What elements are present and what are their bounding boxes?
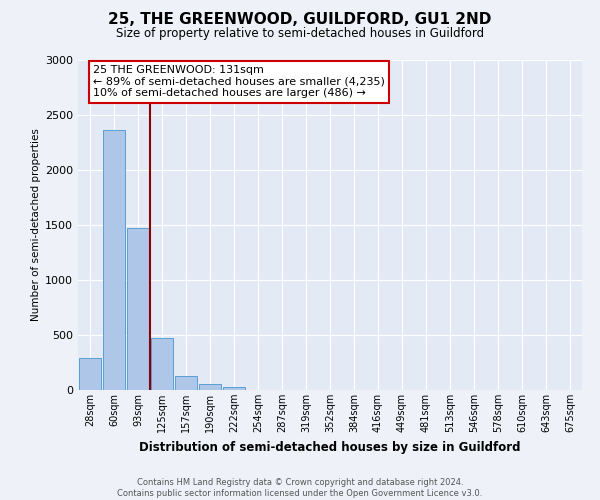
- X-axis label: Distribution of semi-detached houses by size in Guildford: Distribution of semi-detached houses by …: [139, 440, 521, 454]
- Text: 25 THE GREENWOOD: 131sqm
← 89% of semi-detached houses are smaller (4,235)
10% o: 25 THE GREENWOOD: 131sqm ← 89% of semi-d…: [93, 65, 385, 98]
- Y-axis label: Number of semi-detached properties: Number of semi-detached properties: [31, 128, 41, 322]
- Bar: [199, 384, 221, 390]
- Text: 25, THE GREENWOOD, GUILDFORD, GU1 2ND: 25, THE GREENWOOD, GUILDFORD, GU1 2ND: [109, 12, 491, 28]
- Bar: [223, 386, 245, 390]
- Bar: [79, 358, 101, 390]
- Bar: [151, 338, 173, 390]
- Bar: [127, 228, 149, 390]
- Bar: [103, 130, 125, 390]
- Text: Contains HM Land Registry data © Crown copyright and database right 2024.
Contai: Contains HM Land Registry data © Crown c…: [118, 478, 482, 498]
- Text: Size of property relative to semi-detached houses in Guildford: Size of property relative to semi-detach…: [116, 28, 484, 40]
- Bar: [175, 376, 197, 390]
